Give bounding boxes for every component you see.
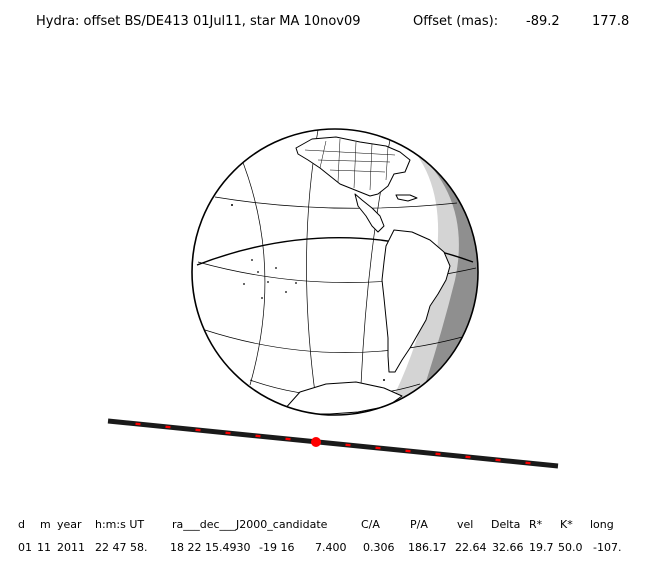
offset-y-value: 177.8: [592, 14, 630, 29]
title-text: Hydra: offset BS/DE413 01Jul11, star MA …: [36, 14, 361, 29]
val-d: 01: [18, 541, 32, 554]
time-tick-mark: [525, 461, 531, 465]
shadow-track: [107, 418, 559, 469]
plot-title: Hydra: offset BS/DE413 01Jul11, star MA …: [0, 14, 645, 34]
col-long: long: [590, 518, 614, 531]
val-dec: -19 16: [259, 541, 295, 554]
closest-approach-point: [311, 437, 321, 447]
col-pa: P/A: [410, 518, 428, 531]
shadow-path-line: [107, 418, 559, 469]
time-tick-mark: [345, 443, 351, 447]
longitude-line: [237, 149, 266, 386]
col-time: h:m:s UT: [95, 518, 145, 531]
val-pa: 186.17: [408, 541, 447, 554]
pacific-islands: [231, 204, 385, 381]
central-america: [354, 193, 385, 233]
latitude-line: [204, 329, 467, 353]
continents: [282, 136, 451, 415]
col-vel: vel: [457, 518, 474, 531]
south-america: [381, 229, 451, 373]
val-year: 2011: [57, 541, 85, 554]
time-tick-mark: [405, 449, 411, 453]
caribbean-islands: [395, 194, 418, 202]
col-d: d: [18, 518, 25, 531]
val-dec-sec: 7.400: [315, 541, 347, 554]
time-tick-mark: [135, 422, 141, 426]
col-rstar: R*: [529, 518, 543, 531]
offset-label: Offset (mas):: [413, 14, 499, 29]
state-borders: [304, 138, 396, 191]
offset-x-value: -89.2: [526, 14, 560, 29]
time-tick-mark: [255, 434, 261, 438]
globe: [191, 128, 479, 416]
track-time-marks: [135, 422, 531, 465]
val-ca: 0.306: [363, 541, 395, 554]
time-tick-mark: [435, 452, 441, 456]
val-delta: 32.66: [492, 541, 524, 554]
time-tick-mark: [375, 446, 381, 450]
night-zone: [415, 150, 478, 400]
val-kstar: 50.0: [558, 541, 583, 554]
val-vel: 22.64: [455, 541, 487, 554]
longitude-line: [306, 129, 319, 415]
graticule: [197, 129, 477, 415]
latitude-line: [214, 196, 458, 209]
val-long: -107.: [593, 541, 622, 554]
val-m: 11: [37, 541, 51, 554]
time-tick-mark: [165, 425, 171, 429]
time-tick-mark: [285, 437, 291, 441]
time-tick-mark: [495, 458, 501, 462]
val-ra: 18 22 15.4930: [170, 541, 251, 554]
col-ca: C/A: [361, 518, 380, 531]
globe-outline: [191, 128, 479, 416]
col-m: m: [40, 518, 51, 531]
time-tick-mark: [225, 431, 231, 435]
val-time: 22 47 58.: [95, 541, 148, 554]
col-kstar: K*: [560, 518, 573, 531]
time-tick-mark: [465, 455, 471, 459]
col-delta: Delta: [491, 518, 521, 531]
col-coords: ra___dec___J2000_candidate: [172, 518, 328, 531]
col-year: year: [57, 518, 82, 531]
time-tick-mark: [195, 428, 201, 432]
val-rstar: 19.7: [529, 541, 554, 554]
north-america: [295, 136, 411, 197]
event-table: d m year h:m:s UT ra___dec___J2000_candi…: [0, 515, 645, 565]
